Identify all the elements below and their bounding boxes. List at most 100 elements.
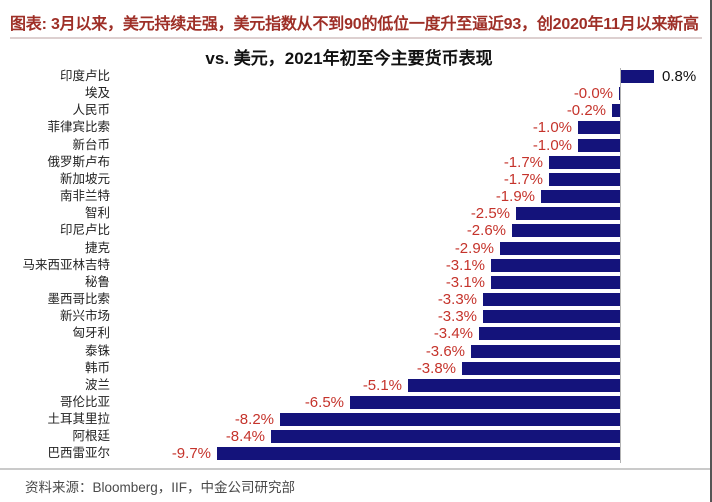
bar [541,190,620,204]
value-label: -1.0% [532,136,572,154]
bar [500,241,620,255]
value-label: -3.1% [445,273,485,291]
category-label: 巴西雷亚尔 [47,446,110,461]
value-label: -3.3% [437,308,477,326]
chart-row: 新台币 -1.0% [0,136,710,154]
bar [350,395,620,409]
bar [578,138,620,152]
category-label: 秘鲁 [84,274,110,289]
chart-row: 南非兰特 -1.9% [0,188,710,206]
bar [408,378,620,392]
value-label: -2.9% [454,239,494,257]
chart-row: 匈牙利 -3.4% [0,325,710,343]
bar [217,447,620,461]
bar [462,361,620,375]
bar [491,275,620,289]
chart-row: 人民币 -0.2% [0,102,710,120]
value-label: -9.7% [171,445,211,463]
category-label: 埃及 [84,86,110,101]
value-label: -6.5% [304,393,344,411]
category-label: 阿根廷 [72,429,110,444]
bar [549,155,620,169]
chart-row: 菲律宾比索 -1.0% [0,119,710,137]
category-label: 印度卢比 [59,69,110,83]
chart-row: 泰铢 -3.6% [0,342,710,360]
category-label: 印尼卢比 [59,223,110,238]
category-label: 智利 [84,206,110,221]
source-note: 资料来源：Bloomberg，IIF，中金公司研究部 [25,480,296,495]
bar [491,258,620,272]
bar [516,207,620,221]
value-label: -1.7% [503,170,543,188]
category-label: 泰铢 [84,343,110,358]
value-label: -3.1% [445,256,485,274]
value-label: -5.1% [362,376,402,394]
category-label: 新兴市场 [59,309,110,324]
chart-row: 捷克 -2.9% [0,239,710,257]
category-label: 韩币 [84,360,110,375]
category-label: 马来西亚林吉特 [22,257,110,272]
bar [479,327,620,341]
value-label: -1.0% [532,119,572,137]
value-label: -8.2% [234,411,274,429]
value-label: -1.7% [503,153,543,171]
value-label: -2.6% [466,222,506,240]
figure-caption: 图表: 3月以来，美元持续走强，美元指数从不到90的低位一度升至逼近93，创20… [10,16,699,33]
value-label: -3.4% [433,325,473,343]
category-label: 南非兰特 [59,189,110,204]
value-label: -0.0% [573,85,613,103]
chart-row: 阿根廷 -8.4% [0,428,710,446]
plot-area: 印度卢比 0.8% 埃及 -0.0% 人民币 -0.2% 菲律宾比索 -1.0% 新台币 -1.0… [0,68,710,463]
chart-row: 巴西雷亚尔 -9.7% [0,445,710,463]
chart-row: 埃及 -0.0% [0,85,710,103]
category-label: 菲律宾比索 [47,120,110,135]
chart-row: 墨西哥比索 -3.3% [0,291,710,309]
chart-row: 马来西亚林吉特 -3.1% [0,256,710,274]
category-label: 波兰 [84,377,110,392]
chart-row: 俄罗斯卢布 -1.7% [0,153,710,171]
bar [512,224,620,238]
category-label: 哥伦比亚 [59,394,110,409]
chart-row: 智利 -2.5% [0,205,710,223]
chart-row: 新加坡元 -1.7% [0,170,710,188]
bar [271,430,620,444]
category-label: 新加坡元 [59,171,110,186]
chart-row: 印尼卢比 -2.6% [0,222,710,240]
category-label: 土耳其里拉 [47,412,110,427]
zero-axis-line [620,68,621,463]
category-label: 新台币 [72,137,110,152]
category-label: 匈牙利 [72,326,110,341]
chart-row: 波兰 -5.1% [0,376,710,394]
value-label: -3.3% [437,291,477,309]
bar [483,310,620,324]
bar [471,344,620,358]
value-label: -3.8% [416,359,456,377]
value-label: -0.2% [566,102,606,120]
category-label: 人民币 [72,103,110,118]
value-label: 0.8% [662,68,697,85]
bar [619,87,620,101]
bar-rows: 印度卢比 0.8% 埃及 -0.0% 人民币 -0.2% 菲律宾比索 -1.0% 新台币 -1.0… [0,68,710,463]
caption-divider [10,37,702,39]
chart-row: 韩币 -3.8% [0,359,710,377]
chart-row: 哥伦比亚 -6.5% [0,393,710,411]
bar [549,172,620,186]
value-label: -8.4% [225,428,265,446]
chart-row: 新兴市场 -3.3% [0,308,710,326]
footer-divider [0,468,710,470]
bar [578,121,620,135]
chart-row: 土耳其里拉 -8.2% [0,411,710,429]
bar [612,104,620,118]
chart-row: 印度卢比 0.8% [0,68,710,85]
bar [280,413,620,427]
bar [621,70,654,83]
bar [483,293,620,307]
value-label: -3.6% [425,342,465,360]
category-label: 捷克 [84,240,110,255]
category-label: 俄罗斯卢布 [47,154,110,169]
value-label: -2.5% [470,205,510,223]
category-label: 墨西哥比索 [47,292,110,307]
chart-title: vs. 美元，2021年初至今主要货币表现 [205,49,493,68]
value-label: -1.9% [495,188,535,206]
